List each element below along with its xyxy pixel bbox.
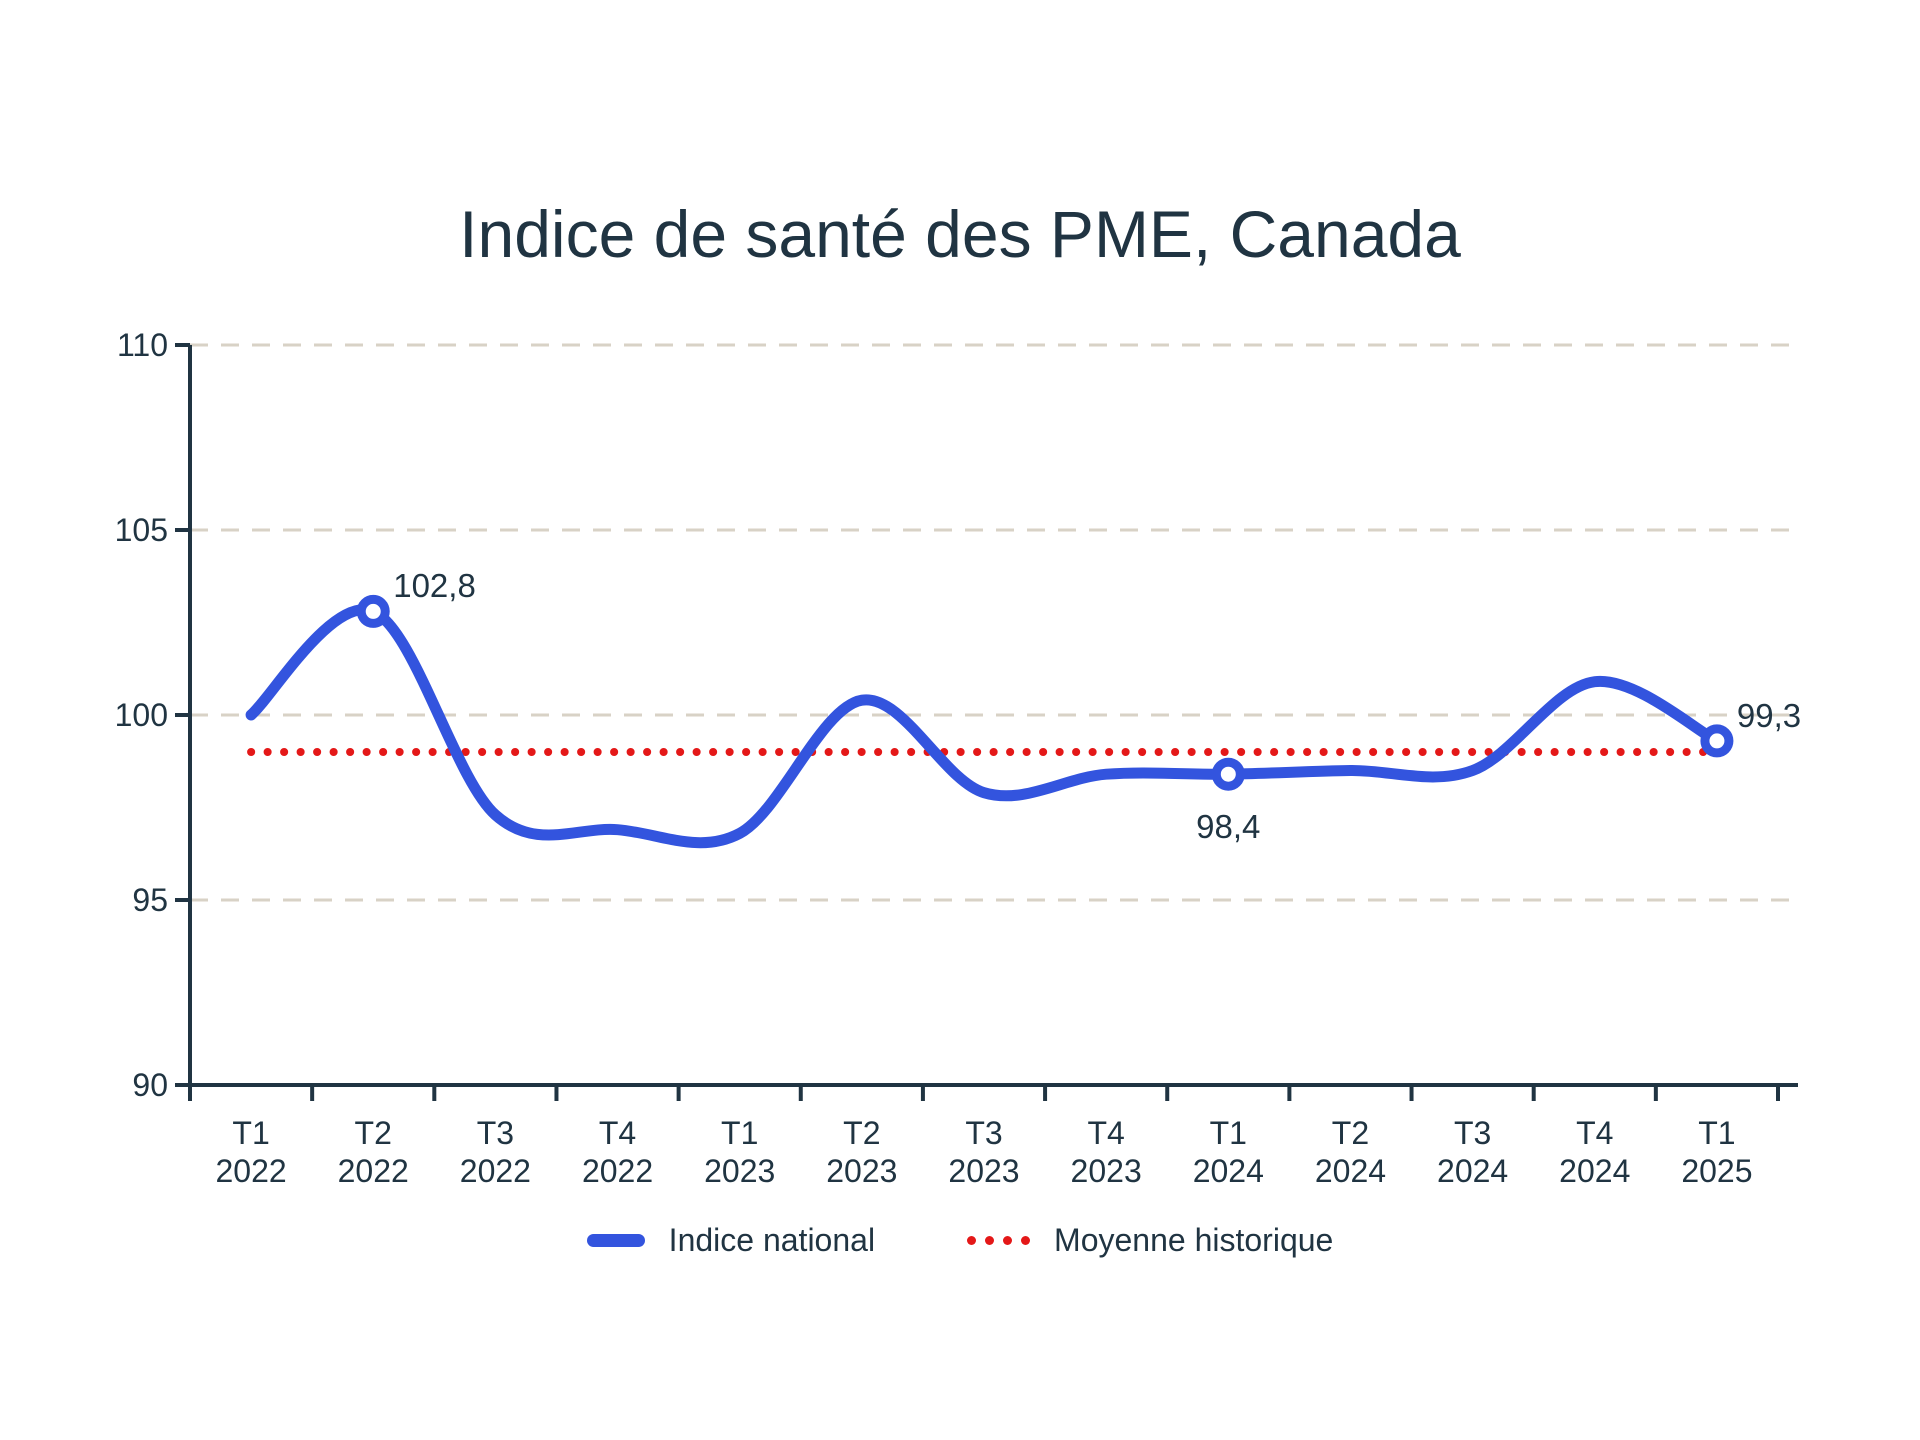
data-point-marker	[1211, 757, 1245, 791]
data-point-marker	[356, 594, 390, 628]
data-point-marker	[1700, 724, 1734, 758]
chart-title: Indice de santé des PME, Canada	[459, 197, 1461, 271]
legend: Indice national Moyenne historique	[0, 1222, 1920, 1259]
solid-line-swatch-icon	[586, 1234, 645, 1247]
dotted-line-swatch-icon	[967, 1236, 1031, 1245]
national-index-line	[245, 604, 1723, 849]
legend-item-indice-national: Indice national	[586, 1222, 876, 1259]
legend-item-moyenne-historique: Moyenne historique	[967, 1222, 1333, 1259]
legend-label: Moyenne historique	[1054, 1222, 1334, 1258]
legend-label: Indice national	[668, 1222, 876, 1258]
